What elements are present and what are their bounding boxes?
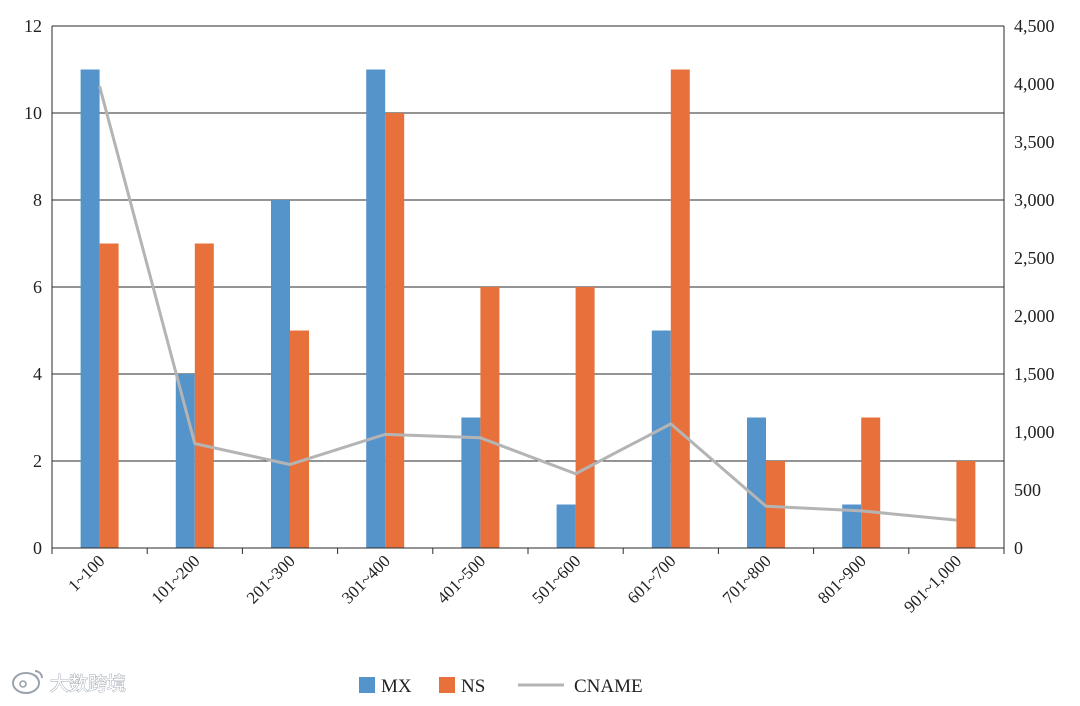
y-right-tick-label: 3,000: [1014, 190, 1055, 210]
x-tick-label: 801~900: [814, 551, 870, 607]
legend-label-mx: MX: [381, 676, 412, 697]
x-tick-label: 401~500: [433, 551, 489, 607]
x-tick-label: 501~600: [528, 551, 584, 607]
x-tick-label: 101~200: [148, 551, 204, 607]
y-left-tick-label: 10: [24, 103, 42, 123]
watermark: 大数跨境: [12, 670, 126, 695]
y-left-tick-label: 0: [33, 538, 42, 558]
bar-mx: [271, 200, 290, 548]
line-cname: [98, 85, 957, 522]
bar-ns: [670, 69, 690, 548]
bars: [80, 69, 976, 548]
bar-ns: [480, 287, 500, 548]
y-right-tick-label: 2,000: [1014, 306, 1055, 326]
bar-mx: [842, 504, 862, 548]
bar-ns: [766, 461, 785, 548]
bar-mx: [651, 330, 671, 548]
bar-ns: [861, 417, 881, 548]
y-right-tick-label: 4,000: [1014, 74, 1055, 94]
bar-mx: [366, 69, 386, 548]
y-right-tick-label: 3,500: [1014, 132, 1055, 152]
y-right-tick-label: 0: [1014, 538, 1023, 558]
bar-ns: [385, 113, 405, 548]
bar-ns: [290, 330, 309, 548]
y-right-tick-label: 4,500: [1014, 16, 1055, 36]
y-right-tick-label: 1,000: [1014, 422, 1055, 442]
y-right-tick-label: 1,500: [1014, 364, 1055, 384]
bar-ns: [575, 287, 595, 548]
bar-mx: [556, 504, 576, 548]
bar-ns: [956, 461, 976, 548]
x-tick-label: 301~400: [338, 551, 394, 607]
watermark-text: 大数跨境: [50, 673, 126, 695]
legend-swatch-mx: [359, 677, 375, 693]
y-right-tick-label: 500: [1014, 480, 1041, 500]
legend: MX NS CNAME: [359, 676, 643, 697]
y-left-tick-label: 8: [33, 190, 42, 210]
x-tick-label: 701~800: [719, 551, 775, 607]
x-tick-label: 601~700: [624, 551, 680, 607]
y-right-tick-label: 2,500: [1014, 248, 1055, 268]
bar-mx: [175, 374, 195, 548]
y-left-tick-label: 2: [33, 451, 42, 471]
bar-ns: [99, 243, 119, 548]
cname-line-layer: [98, 85, 957, 522]
x-tick-label: 1~100: [64, 551, 108, 595]
y-left-tick-label: 4: [33, 364, 42, 384]
bar-mx: [747, 417, 766, 548]
y-left-tick-label: 6: [33, 277, 42, 297]
legend-label-cname: CNAME: [574, 676, 643, 697]
x-tick-label: 901~1,000: [900, 551, 965, 616]
bar-mx: [80, 69, 100, 548]
weibo-logo-icon: [12, 670, 43, 694]
x-tick-label: 201~300: [243, 551, 299, 607]
bar-mx: [461, 417, 481, 548]
legend-label-ns: NS: [461, 676, 485, 697]
legend-swatch-ns: [439, 677, 455, 693]
y-left-tick-label: 12: [24, 16, 42, 36]
bar-ns: [194, 243, 214, 548]
